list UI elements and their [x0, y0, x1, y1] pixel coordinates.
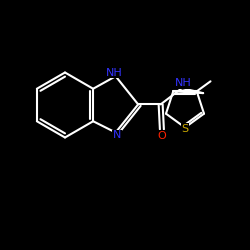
Text: S: S [182, 124, 188, 134]
Text: NH: NH [175, 78, 192, 88]
Text: N: N [113, 130, 121, 140]
Text: O: O [158, 130, 166, 140]
Text: NH: NH [106, 68, 123, 78]
